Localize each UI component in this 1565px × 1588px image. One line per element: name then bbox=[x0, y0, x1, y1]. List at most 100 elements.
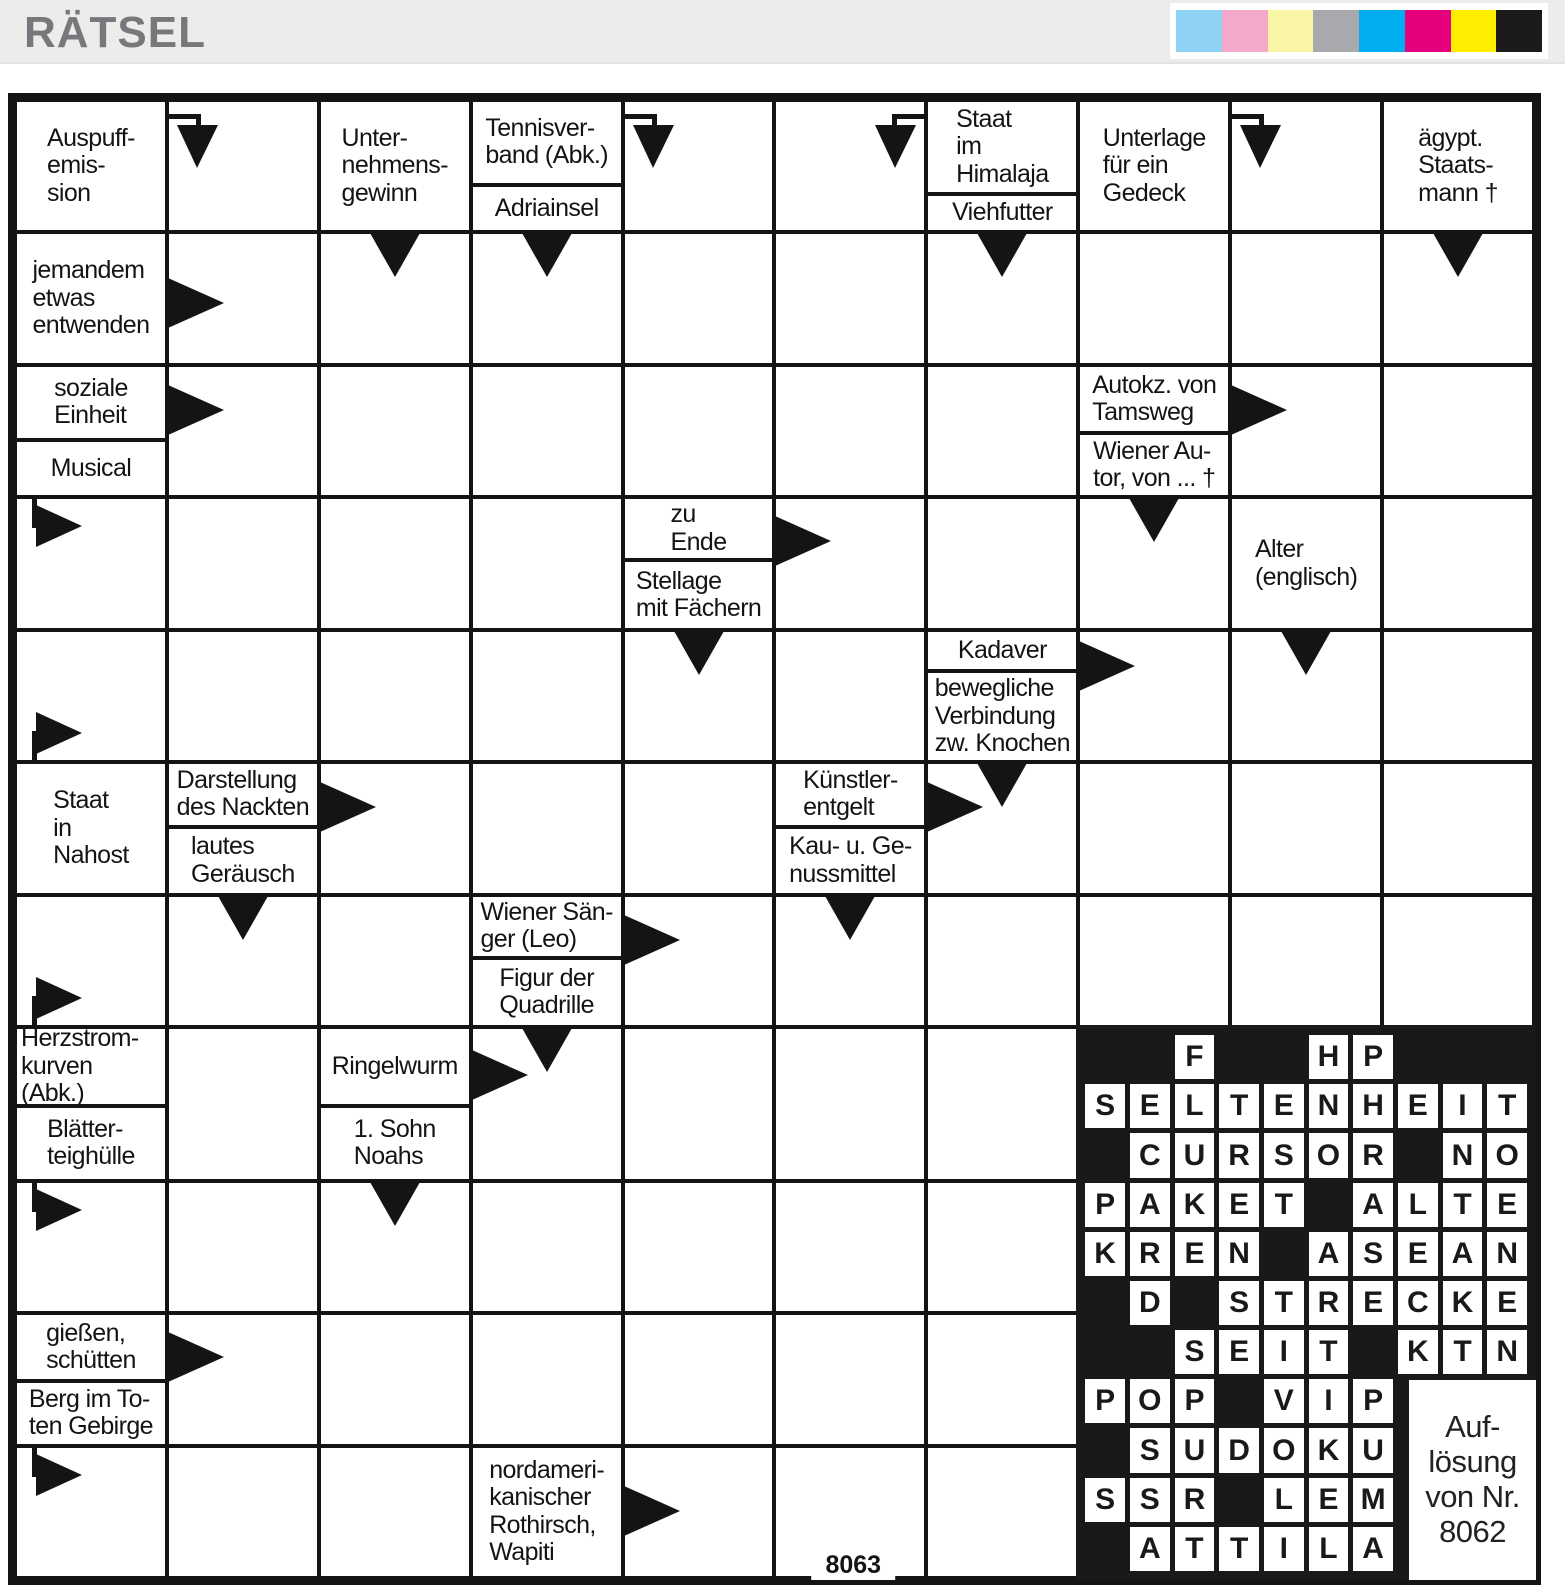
answer-cell-r2c6[interactable] bbox=[776, 234, 925, 363]
page-title: RÄTSEL bbox=[24, 8, 206, 57]
answer-cell-r6c3[interactable] bbox=[319, 764, 469, 893]
answer-cell-r6c10[interactable] bbox=[1384, 764, 1532, 893]
answer-cell-r4c1[interactable] bbox=[17, 498, 165, 628]
solution-block-cell bbox=[1443, 1035, 1483, 1079]
answer-cell-r1c5[interactable] bbox=[624, 102, 773, 231]
answer-cell-r11c7[interactable] bbox=[928, 1447, 1077, 1576]
answer-cell-r9c5[interactable] bbox=[624, 1182, 773, 1312]
answer-cell-r7c2[interactable] bbox=[168, 895, 317, 1026]
answer-cell-r4c10[interactable] bbox=[1384, 499, 1532, 628]
answer-cell-r1c6[interactable] bbox=[776, 102, 925, 231]
answer-cell-r9c1[interactable] bbox=[17, 1181, 165, 1312]
answer-cell-r6c5[interactable] bbox=[624, 764, 773, 893]
answer-cell-r4c8[interactable] bbox=[1080, 498, 1229, 628]
answer-cell-r10c4[interactable] bbox=[472, 1315, 621, 1444]
answer-cell-r10c6[interactable] bbox=[776, 1315, 925, 1444]
answer-cell-r5c10[interactable] bbox=[1384, 631, 1532, 761]
answer-cell-r7c1[interactable] bbox=[17, 896, 165, 1027]
answer-cell-r6c4[interactable] bbox=[472, 764, 621, 893]
answer-cell-r9c2[interactable] bbox=[168, 1182, 317, 1312]
answer-cell-r2c9[interactable] bbox=[1232, 234, 1381, 363]
clue-text: Autokz. von Tamsweg bbox=[1092, 370, 1217, 426]
answer-cell-r3c7[interactable] bbox=[928, 366, 1077, 496]
solution-letter-cell: P bbox=[1353, 1379, 1393, 1424]
answer-cell-r2c2[interactable] bbox=[167, 234, 317, 363]
answer-cell-r8c6[interactable] bbox=[776, 1029, 925, 1179]
answer-cell-r6c8[interactable] bbox=[1080, 764, 1229, 893]
answer-cell-r9c4[interactable] bbox=[472, 1182, 621, 1312]
answer-cell-r8c4[interactable] bbox=[471, 1028, 621, 1179]
solution-letter-cell: O bbox=[1129, 1379, 1170, 1424]
answer-cell-r5c5[interactable] bbox=[624, 630, 773, 761]
answer-cell-r5c4[interactable] bbox=[472, 631, 621, 761]
solution-block-cell bbox=[1085, 1281, 1125, 1325]
answer-cell-r9c7[interactable] bbox=[928, 1182, 1077, 1312]
answer-cell-r10c3[interactable] bbox=[320, 1315, 469, 1444]
answer-cell-r2c7[interactable] bbox=[928, 233, 1077, 363]
answer-cell-r5c6[interactable] bbox=[776, 631, 925, 761]
answer-cell-r7c9[interactable] bbox=[1232, 896, 1381, 1026]
answer-cell-r2c3[interactable] bbox=[320, 233, 469, 363]
answer-cell-r3c2[interactable] bbox=[167, 366, 317, 496]
color-swatches bbox=[1176, 10, 1542, 52]
answer-cell-r1c2[interactable] bbox=[168, 102, 317, 231]
arrow-bend-down-from-left-icon bbox=[1232, 110, 1294, 168]
solution-letter-cell: E bbox=[1397, 1084, 1438, 1129]
answer-cell-r3c9[interactable] bbox=[1231, 366, 1381, 496]
clue-text: Alter (englisch) bbox=[1254, 535, 1358, 591]
answer-cell-r4c4[interactable] bbox=[472, 499, 621, 628]
answer-cell-r11c2[interactable] bbox=[168, 1447, 317, 1576]
answer-cell-r4c3[interactable] bbox=[320, 499, 469, 628]
arrow-down-icon bbox=[824, 895, 876, 940]
answer-cell-r3c5[interactable] bbox=[624, 366, 773, 496]
answer-cell-r7c3[interactable] bbox=[320, 896, 469, 1026]
answer-cell-r5c3[interactable] bbox=[320, 631, 469, 761]
answer-cell-r1c9[interactable] bbox=[1232, 102, 1381, 231]
answer-cell-r6c9[interactable] bbox=[1232, 764, 1381, 893]
clue-cell-r10c1: gießen, schütten Berg im To- ten Gebirge bbox=[17, 1315, 165, 1444]
clue-text: Unterlage für ein Gedeck bbox=[1102, 123, 1207, 207]
solution-letter-cell: T bbox=[1263, 1182, 1304, 1227]
answer-cell-r10c7[interactable] bbox=[928, 1315, 1077, 1444]
answer-cell-r4c2[interactable] bbox=[168, 499, 317, 628]
answer-cell-r2c5[interactable] bbox=[624, 234, 773, 363]
answer-cell-r3c4[interactable] bbox=[472, 366, 621, 496]
clue-box: jemandem etwas entwenden bbox=[17, 234, 165, 362]
arrow-down-icon bbox=[1128, 498, 1180, 543]
answer-cell-r4c6[interactable] bbox=[775, 499, 925, 628]
solution-letter-cell: E bbox=[1487, 1182, 1527, 1227]
answer-cell-r2c10[interactable] bbox=[1384, 233, 1532, 363]
answer-cell-r7c8[interactable] bbox=[1080, 896, 1229, 1026]
answer-cell-r9c6[interactable] bbox=[776, 1182, 925, 1312]
answer-cell-r2c4[interactable] bbox=[472, 233, 621, 363]
answer-cell-r11c5[interactable] bbox=[623, 1447, 773, 1576]
solution-letter-cell: U bbox=[1174, 1428, 1215, 1473]
answer-cell-r8c5[interactable] bbox=[624, 1029, 773, 1179]
answer-cell-r5c8[interactable] bbox=[1079, 631, 1229, 761]
answer-cell-r5c9[interactable] bbox=[1232, 630, 1381, 761]
answer-cell-r7c5[interactable] bbox=[623, 896, 773, 1026]
answer-cell-r3c3[interactable] bbox=[320, 366, 469, 496]
answer-cell-r5c1[interactable] bbox=[17, 631, 165, 762]
answer-cell-r7c7[interactable] bbox=[928, 896, 1077, 1026]
answer-cell-r7c10[interactable] bbox=[1384, 896, 1532, 1026]
answer-cell-r3c6[interactable] bbox=[776, 366, 925, 496]
answer-cell-r2c8[interactable] bbox=[1080, 234, 1229, 363]
answer-cell-r11c1[interactable] bbox=[17, 1446, 165, 1576]
clue-text: Tennisver- band (Abk.) bbox=[485, 113, 608, 170]
answer-cell-r7c6[interactable] bbox=[776, 895, 925, 1026]
answer-cell-r8c2[interactable] bbox=[168, 1029, 317, 1179]
solution-letter-cell: N bbox=[1487, 1330, 1527, 1375]
answer-cell-r6c7[interactable] bbox=[927, 763, 1077, 893]
answer-cell-r4c7[interactable] bbox=[928, 499, 1077, 628]
answer-cell-r10c5[interactable] bbox=[624, 1315, 773, 1444]
clue-text: Herzstrom- kurven (Abk.) bbox=[21, 1029, 139, 1108]
answer-cell-r11c3[interactable] bbox=[320, 1447, 469, 1576]
answer-cell-r8c7[interactable] bbox=[928, 1029, 1077, 1179]
solution-block-cell bbox=[1219, 1035, 1259, 1079]
answer-cell-r9c3[interactable] bbox=[320, 1181, 469, 1312]
answer-cell-r5c2[interactable] bbox=[168, 631, 317, 761]
answer-cell-r3c10[interactable] bbox=[1384, 366, 1532, 496]
clue-text: Kadaver bbox=[957, 635, 1048, 664]
answer-cell-r10c2[interactable] bbox=[167, 1315, 317, 1444]
